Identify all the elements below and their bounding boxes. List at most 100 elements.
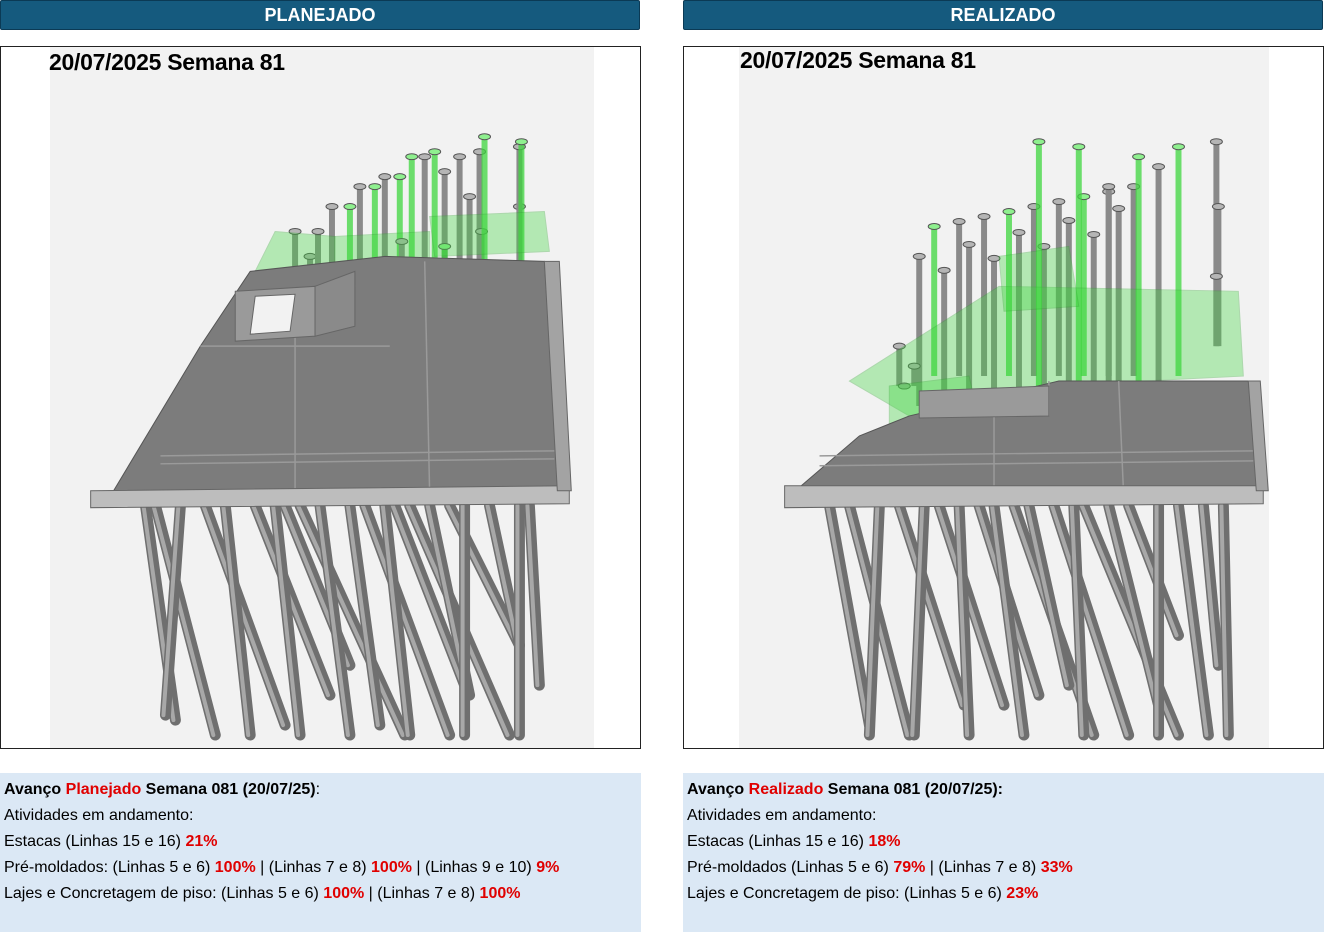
pile-cap bbox=[1132, 153, 1146, 161]
pile-lower-highlight bbox=[1024, 503, 1069, 688]
pile-cap bbox=[288, 227, 302, 235]
pile-lower-highlight bbox=[1174, 503, 1209, 738]
slab-joint bbox=[423, 261, 431, 496]
pile-cap bbox=[405, 153, 419, 161]
actual-header: REALIZADO bbox=[683, 0, 1323, 30]
pile-cap bbox=[343, 203, 357, 211]
pile-cap bbox=[897, 382, 911, 390]
pile-cap bbox=[514, 138, 528, 146]
pile-cap bbox=[912, 252, 926, 260]
pile-cap bbox=[1012, 228, 1026, 236]
pile-cap bbox=[418, 153, 432, 161]
side-beam bbox=[543, 260, 572, 492]
pile-cap bbox=[393, 173, 407, 181]
deck-detail bbox=[249, 293, 296, 335]
planned-title: Avanço Planejado Semana 081 (20/07/25): bbox=[4, 781, 321, 798]
pile-cap bbox=[311, 227, 325, 235]
edge-beam bbox=[90, 485, 570, 509]
planned-activities-label: Atividades em andamento: bbox=[4, 807, 194, 824]
pile-lower-highlight bbox=[895, 503, 965, 708]
pile-lower-highlight bbox=[1219, 503, 1229, 738]
pile-cap bbox=[453, 153, 467, 161]
pile-cap bbox=[1062, 217, 1076, 224]
actual-date-label: 20/07/2025 Semana 81 bbox=[740, 47, 976, 73]
pile-cap bbox=[952, 218, 966, 225]
actual-header-label: REALIZADO bbox=[950, 4, 1056, 25]
planned-estacas-value: 21% bbox=[185, 833, 218, 850]
actual-estacas-line: Estacas (Linhas 15 e 16) 18% bbox=[687, 833, 901, 850]
pile-cap bbox=[1172, 143, 1185, 151]
pile-lower-highlight bbox=[485, 503, 520, 648]
pile-lower-highlight bbox=[161, 503, 181, 718]
pile-lower-highlight bbox=[1199, 503, 1219, 668]
pile-lower-highlight bbox=[360, 503, 450, 738]
pile-cap bbox=[1211, 203, 1225, 211]
pile-lower-highlight bbox=[271, 503, 301, 738]
actual-highlight: Realizado bbox=[748, 781, 824, 798]
slab-joint bbox=[819, 460, 1254, 467]
slab-joint bbox=[819, 450, 1254, 457]
pile-lower-highlight bbox=[1124, 503, 1179, 638]
pile-cap bbox=[438, 242, 452, 250]
pile-cap bbox=[892, 342, 906, 350]
actual-lajes-line: Lajes e Concretagem de piso: (Linhas 5 e… bbox=[687, 885, 1039, 902]
deck-detail bbox=[314, 270, 356, 337]
actual-render-frame: 20/07/2025 Semana 81 bbox=[683, 46, 1324, 749]
slab-joint bbox=[160, 458, 555, 465]
pile-cap bbox=[1209, 272, 1223, 280]
edge-beam bbox=[784, 485, 1264, 509]
pile-lower-highlight bbox=[390, 503, 465, 688]
planned-header: PLANEJADO bbox=[0, 0, 640, 30]
actual-title: Avanço Realizado Semana 081 (20/07/25): bbox=[687, 781, 1004, 798]
planned-date-label: 20/07/2025 Semana 81 bbox=[49, 49, 285, 75]
planned-volume bbox=[429, 211, 550, 257]
pile-lower-highlight bbox=[865, 503, 880, 738]
pile-cap bbox=[937, 266, 951, 274]
planned-3d-model bbox=[90, 133, 572, 741]
actual-info-panel: Avanço Realizado Semana 081 (20/07/25): … bbox=[683, 773, 1324, 932]
pile-cap bbox=[325, 203, 339, 211]
pile-lower-highlight bbox=[935, 503, 1004, 708]
pile-cap bbox=[1052, 198, 1066, 206]
planned-header-label: PLANEJADO bbox=[264, 4, 376, 25]
planned-volume bbox=[998, 245, 1080, 312]
planned-highlight: Planejado bbox=[65, 781, 142, 798]
pile-lower-highlight bbox=[221, 503, 251, 738]
pile-cap bbox=[463, 193, 477, 201]
pile-cap bbox=[1002, 208, 1016, 216]
pile-cap bbox=[395, 237, 409, 245]
pile-cap bbox=[378, 173, 392, 181]
pile-cap bbox=[1152, 163, 1166, 171]
pile-cap bbox=[478, 133, 492, 141]
planned-lajes-line: Lajes e Concretagem de piso: (Linhas 5 e… bbox=[4, 885, 521, 902]
pile-lower-highlight bbox=[1104, 503, 1159, 708]
pile-cap bbox=[1209, 138, 1223, 146]
pile-lower-highlight bbox=[825, 503, 870, 728]
pile-cap bbox=[438, 168, 452, 176]
planned-render-frame: 20/07/2025 Semana 81 bbox=[0, 46, 641, 749]
pile-lower-highlight bbox=[955, 503, 970, 738]
actual-activities-label: Atividades em andamento: bbox=[687, 807, 877, 824]
pile-lower-highlight bbox=[380, 503, 410, 738]
pile-cap bbox=[927, 222, 941, 230]
pile-cap bbox=[987, 254, 1001, 262]
pile-cap bbox=[368, 183, 382, 191]
pile-cap bbox=[1102, 183, 1116, 191]
pile-lower-highlight bbox=[345, 503, 380, 728]
pile-lower-highlight bbox=[1049, 503, 1129, 738]
slab-joint bbox=[1117, 381, 1125, 496]
planned-info-panel: Avanço Planejado Semana 081 (20/07/25): … bbox=[0, 773, 641, 932]
planned-premoldados-line: Pré-moldados: (Linhas 5 e 6) 100% | (Lin… bbox=[4, 859, 560, 876]
actual-3d-model bbox=[784, 138, 1269, 741]
pile-cap bbox=[1032, 138, 1046, 146]
slab-joint bbox=[160, 450, 555, 457]
pile-cap bbox=[962, 240, 976, 248]
pile-lower-highlight bbox=[525, 503, 540, 688]
pile-cap bbox=[1112, 205, 1126, 213]
pile-cap bbox=[907, 362, 921, 370]
pile-cap bbox=[1072, 143, 1086, 151]
pile-cap bbox=[977, 213, 991, 221]
pile-lower-highlight bbox=[1069, 503, 1084, 738]
deck-detail bbox=[918, 385, 1050, 419]
pile-cap bbox=[353, 183, 367, 191]
